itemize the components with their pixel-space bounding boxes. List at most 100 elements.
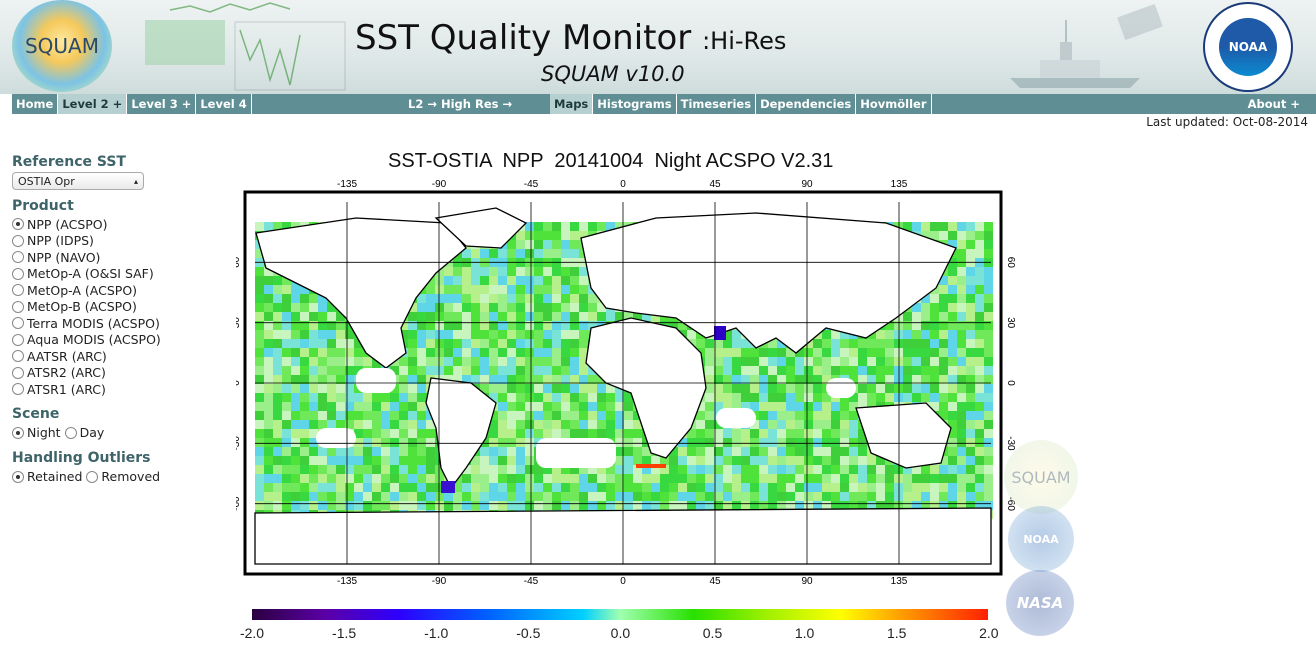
outliers-retained-radio[interactable] [12,470,24,483]
lat-tick-label-right: -60 [1005,496,1016,511]
reference-sst-heading: Reference SST [12,154,126,170]
product-radio[interactable] [12,366,24,379]
product-option[interactable]: Terra MODIS (ACSPO) [12,315,232,332]
noaa-logo-text: NOAA [1228,40,1268,54]
colorbar-labels: -2.0 -1.5 -1.0 -0.5 0.0 0.5 1.0 1.5 2.0 [236,625,1006,645]
product-label[interactable]: Aqua MODIS (ACSPO) [27,332,161,348]
landmass [855,402,952,469]
product-option[interactable]: ATSR1 (ARC) [12,381,232,398]
nav-level-3[interactable]: Level 3 + [127,94,197,114]
landmass [434,207,528,249]
scene-night-label[interactable]: Night [27,425,61,440]
no-data-patch [716,408,756,428]
scene-day-label[interactable]: Day [79,425,105,440]
product-radio[interactable] [12,251,24,264]
scene-radio-group: Night Day [12,424,232,442]
product-option[interactable]: Aqua MODIS (ACSPO) [12,332,232,349]
nav-dependencies[interactable]: Dependencies [756,94,857,114]
outliers-removed-radio[interactable] [86,470,99,483]
colorbar-tick-label: 0.0 [610,625,631,641]
product-radio[interactable] [12,267,24,280]
product-label[interactable]: MetOp-A (O&SI SAF) [27,266,154,282]
squam-logo[interactable]: SQUAM [12,0,112,92]
sst-anomaly-map[interactable]: -135 -135 -90 -90 -45 -45 0 0 45 45 90 90 135 135 60 60… [236,178,1016,598]
scene-day-radio[interactable] [64,426,77,439]
nav-level-2[interactable]: Level 2 + [58,94,128,114]
product-radio[interactable] [12,333,24,346]
lat-tick-label-right: -30 [1005,436,1016,451]
outliers-removed-label[interactable]: Removed [101,469,161,484]
lat-tick-label-left: -60 [236,496,242,511]
negative-anomaly-patch [714,326,726,340]
product-option[interactable]: NPP (NAVO) [12,249,232,266]
sidebar: Reference SST OSTIA Opr ▴ Product NPP (A… [12,154,232,486]
product-radio[interactable] [12,350,24,363]
colorbar-tick-label: -0.5 [516,625,541,641]
product-radio[interactable] [12,284,24,297]
lon-tick-label-bottom: -90 [432,576,447,587]
product-label[interactable]: NPP (NAVO) [27,249,101,265]
colorbar-tick-label: 1.5 [886,625,907,641]
nav-about[interactable]: About + [1247,97,1300,111]
product-label[interactable]: NPP (ACSPO) [27,216,108,232]
lon-tick-label-top: 45 [709,179,721,190]
product-label[interactable]: Terra MODIS (ACSPO) [27,315,160,331]
colorbar-tick-label: -1.0 [424,625,449,641]
lon-tick-label-bottom: 135 [891,576,908,587]
product-radio[interactable] [12,218,24,231]
product-label[interactable]: ATSR2 (ARC) [27,365,106,381]
scene-heading: Scene [12,405,60,422]
nav-histograms[interactable]: Histograms [593,94,677,114]
nasa-watermark-text: NASA [1016,594,1064,612]
nav-hovmoller[interactable]: Hovmöller [856,94,932,114]
lon-tick-label-top: 90 [801,179,813,190]
decorative-charts-image [145,2,346,91]
scene-night-radio[interactable] [12,426,24,439]
product-label[interactable]: AATSR (ARC) [27,348,107,364]
product-option[interactable]: NPP (IDPS) [12,233,232,250]
last-updated-text: Last updated: Oct-08-2014 [1146,115,1308,129]
nav-level-4[interactable]: Level 4 [196,94,252,114]
lon-tick-label-bottom: 90 [801,576,813,587]
product-option[interactable]: MetOp-A (ACSPO) [12,282,232,299]
product-heading: Product [12,198,74,214]
no-data-patch [536,438,616,468]
no-data-patch [316,428,356,448]
nav-home[interactable]: Home [12,94,59,114]
product-label[interactable]: MetOp-B (ACSPO) [27,299,137,315]
lon-tick-label-top: 135 [891,179,908,190]
colorbar-tick-label: -1.5 [332,625,357,641]
product-radio[interactable] [12,383,24,396]
noaa-watermark-logo: NOAA [1008,506,1074,572]
nasa-watermark-logo: NASA [1006,570,1074,636]
nav-timeseries[interactable]: Timeseries [677,94,757,114]
nav-maps[interactable]: Maps [550,94,594,114]
product-option[interactable]: MetOp-A (O&SI SAF) [12,266,232,283]
product-label[interactable]: NPP (IDPS) [27,233,94,249]
noaa-logo[interactable]: NOAA [1203,2,1293,92]
outliers-retained-label[interactable]: Retained [27,469,83,484]
product-option[interactable]: AATSR (ARC) [12,348,232,365]
nav-breadcrumb-l2-high-res[interactable]: L2 → High Res → [408,97,513,111]
squam-logo-text: SQUAM [24,34,99,58]
lon-tick-label-top: -135 [337,179,357,190]
title-main: SST Quality Monitor [355,18,692,58]
negative-anomaly-patch [441,481,455,493]
product-radio-list: NPP (ACSPO) NPP (IDPS) NPP (NAVO) MetOp-A (… [12,216,232,398]
product-option[interactable]: ATSR2 (ARC) [12,365,232,382]
landmass [580,212,957,354]
product-label[interactable]: MetOp-A (ACSPO) [27,282,138,298]
main-navbar: Home Level 2 + Level 3 + Level 4 L2 → Hi… [12,94,1316,114]
lat-tick-label-left: 30 [236,317,242,329]
product-radio[interactable] [12,234,24,247]
product-option[interactable]: MetOp-B (ACSPO) [12,299,232,316]
product-radio[interactable] [12,300,24,313]
no-data-patch [796,268,846,293]
product-label[interactable]: ATSR1 (ARC) [27,381,106,397]
product-option[interactable]: NPP (ACSPO) [12,216,232,233]
product-radio[interactable] [12,317,24,330]
colorbar-tick-label: 1.0 [794,625,815,641]
ship-satellite-image [1010,3,1163,88]
reference-sst-select[interactable]: OSTIA Opr ▴ [12,172,144,190]
